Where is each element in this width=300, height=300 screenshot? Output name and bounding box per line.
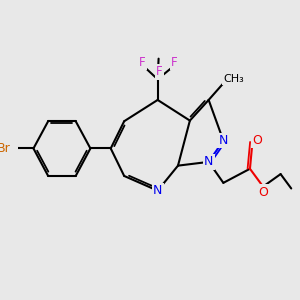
Text: N: N bbox=[204, 155, 213, 168]
Text: N: N bbox=[219, 134, 228, 147]
Text: O: O bbox=[258, 186, 268, 199]
Text: CH₃: CH₃ bbox=[224, 74, 244, 84]
Text: F: F bbox=[171, 56, 178, 69]
Text: F: F bbox=[139, 56, 146, 69]
Text: O: O bbox=[252, 134, 262, 147]
Text: F: F bbox=[156, 65, 163, 78]
Text: Br: Br bbox=[0, 142, 10, 155]
Text: N: N bbox=[153, 184, 162, 197]
